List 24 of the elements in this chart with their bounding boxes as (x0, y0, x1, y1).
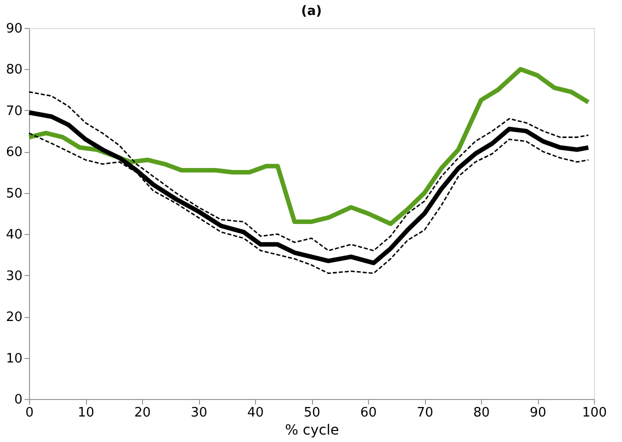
y-tick-label: 90 (6, 22, 22, 36)
y-tick-label: 60 (6, 145, 22, 160)
x-tick-label: 20 (134, 406, 151, 420)
x-tick-label: 50 (304, 406, 320, 420)
x-tick-label: 40 (247, 406, 264, 420)
y-tick-label: 10 (6, 351, 22, 366)
line-series (26, 66, 591, 226)
x-tick-label: 60 (360, 406, 377, 420)
y-tick-label: 0 (14, 392, 22, 408)
y-tick-label: 20 (6, 310, 22, 326)
x-tick-label: 90 (530, 406, 546, 420)
x-axis-title: % cycle (285, 422, 339, 438)
x-tick-label: 0 (25, 406, 34, 420)
x-tick-label: 70 (416, 406, 434, 420)
y-tick-label: 80 (6, 62, 22, 78)
x-tick-label: 80 (473, 406, 490, 420)
x-tick-label: 30 (190, 406, 208, 420)
x-tick-label: 10 (78, 406, 94, 420)
y-tick-label: 40 (6, 228, 22, 243)
y-tick-label: 30 (6, 268, 22, 284)
y-tick-label: 50 (6, 186, 22, 202)
x-tick-label: 100 (582, 406, 607, 420)
chart-title: (a) (301, 4, 322, 19)
y-tick-label: 70 (6, 104, 22, 119)
